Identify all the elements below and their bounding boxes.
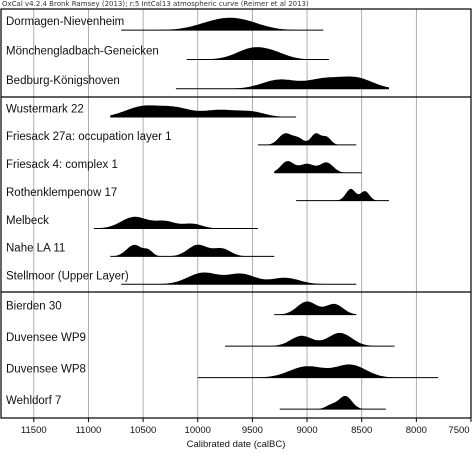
x-tick-label: 7500 xyxy=(448,425,469,436)
row-label: Dormagen-Nievenheim xyxy=(6,16,124,28)
x-tick-label: 11500 xyxy=(21,425,47,436)
row-label: Wehldorf 7 xyxy=(6,395,61,407)
density-shape xyxy=(121,17,324,31)
density-shape xyxy=(197,364,439,378)
x-tick-label: 10500 xyxy=(130,425,156,436)
density-shape xyxy=(274,161,362,173)
density-shape xyxy=(110,105,297,118)
density-shape xyxy=(175,76,389,89)
density-shape xyxy=(279,395,386,410)
density-shape xyxy=(110,244,275,257)
x-tick-label: 11000 xyxy=(76,425,102,436)
row-label: Friesack 27a: occupation layer 1 xyxy=(6,131,172,143)
row-label: Bedburg-Königshoven xyxy=(6,75,120,87)
density-shape xyxy=(257,133,357,145)
chart-header: OxCal v4.2.4 Bronk Ramsey (2013); r:5 In… xyxy=(2,0,309,8)
x-axis-label: Calibrated date (calBC) xyxy=(187,439,286,450)
row-label: Duvensee WP9 xyxy=(6,332,86,344)
x-tick-label: 9000 xyxy=(296,425,317,436)
density-shape xyxy=(186,47,329,60)
density-shape xyxy=(121,272,357,285)
row-label: Duvensee WP8 xyxy=(6,363,86,375)
row-label: Friesack 4: complex 1 xyxy=(6,159,118,171)
row-label: Bierden 30 xyxy=(6,300,62,312)
density-shape xyxy=(296,188,389,201)
row-label: Rothenklempenow 17 xyxy=(6,187,117,199)
row-label: Stellmoor (Upper Layer) xyxy=(6,270,129,282)
density-shape xyxy=(274,301,357,315)
row-label: Melbeck xyxy=(6,215,49,227)
row-label: Nahe LA 11 xyxy=(6,243,65,255)
density-shape xyxy=(225,332,395,347)
x-tick-label: 8500 xyxy=(351,425,372,436)
row-label: Mönchengladbach-Geneicken xyxy=(6,45,159,57)
x-tick-label: 9500 xyxy=(242,425,263,436)
plot-frame xyxy=(0,8,472,419)
row-label: Wustermark 22 xyxy=(6,103,84,115)
x-tick-label: 10000 xyxy=(185,425,211,436)
density-shape xyxy=(93,216,258,229)
x-tick-label: 8000 xyxy=(406,425,427,436)
